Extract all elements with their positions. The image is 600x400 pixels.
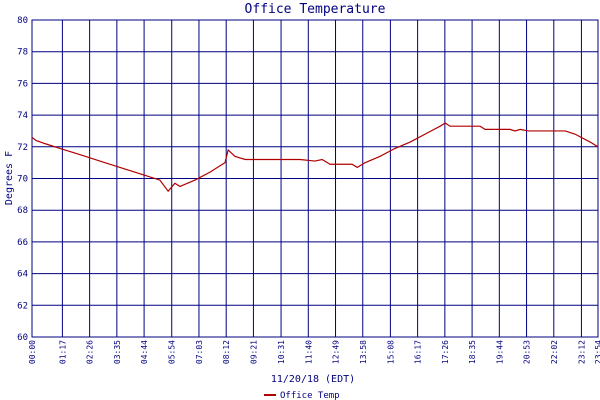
x-tick-label: 22:02 bbox=[550, 340, 559, 364]
y-tick-label: 76 bbox=[17, 79, 28, 89]
x-tick-label: 17:26 bbox=[441, 340, 450, 364]
x-tick-label: 07:03 bbox=[195, 340, 204, 364]
y-tick-label: 68 bbox=[17, 206, 28, 216]
x-tick-label: 23:54 bbox=[594, 340, 600, 364]
y-tick-label: 64 bbox=[17, 270, 28, 280]
x-tick-label: 01:17 bbox=[58, 340, 67, 364]
x-tick-label: 18:35 bbox=[468, 340, 477, 364]
x-tick-label: 20:53 bbox=[523, 340, 532, 364]
y-axis-label: Degrees F bbox=[4, 151, 15, 205]
x-tick-label: 00:00 bbox=[28, 340, 37, 364]
y-tick-label: 62 bbox=[17, 301, 28, 311]
legend-label: Office Temp bbox=[280, 391, 340, 400]
x-tick-label: 13:58 bbox=[359, 340, 368, 364]
x-tick-label: 11:40 bbox=[304, 340, 313, 364]
y-tick-label: 66 bbox=[17, 238, 28, 248]
x-tick-label: 05:54 bbox=[168, 340, 177, 364]
x-tick-label: 04:44 bbox=[140, 340, 149, 364]
data-line bbox=[31, 122, 599, 193]
x-tick-label: 15:08 bbox=[386, 340, 395, 364]
x-tick-label: 09:21 bbox=[249, 340, 258, 364]
x-tick-label: 10:31 bbox=[277, 340, 286, 364]
y-tick-label: 60 bbox=[17, 333, 28, 343]
x-tick-label: 16:17 bbox=[414, 340, 423, 364]
y-tick-label: 78 bbox=[17, 48, 28, 58]
y-tick-label: 74 bbox=[17, 111, 28, 121]
x-tick-label: 23:12 bbox=[577, 340, 586, 364]
x-tick-label: 02:26 bbox=[86, 340, 95, 364]
chart-title: Office Temperature bbox=[245, 2, 386, 17]
y-tick-label: 70 bbox=[17, 175, 28, 185]
y-tick-label: 72 bbox=[17, 143, 28, 153]
x-tick-label: 19:44 bbox=[495, 340, 504, 364]
x-tick-label: 03:35 bbox=[113, 340, 122, 364]
x-tick-label: 08:12 bbox=[222, 340, 231, 364]
x-axis-label: 11/20/18 (EDT) bbox=[271, 374, 355, 385]
y-tick-label: 80 bbox=[17, 16, 28, 26]
x-tick-label: 12:49 bbox=[332, 340, 341, 364]
